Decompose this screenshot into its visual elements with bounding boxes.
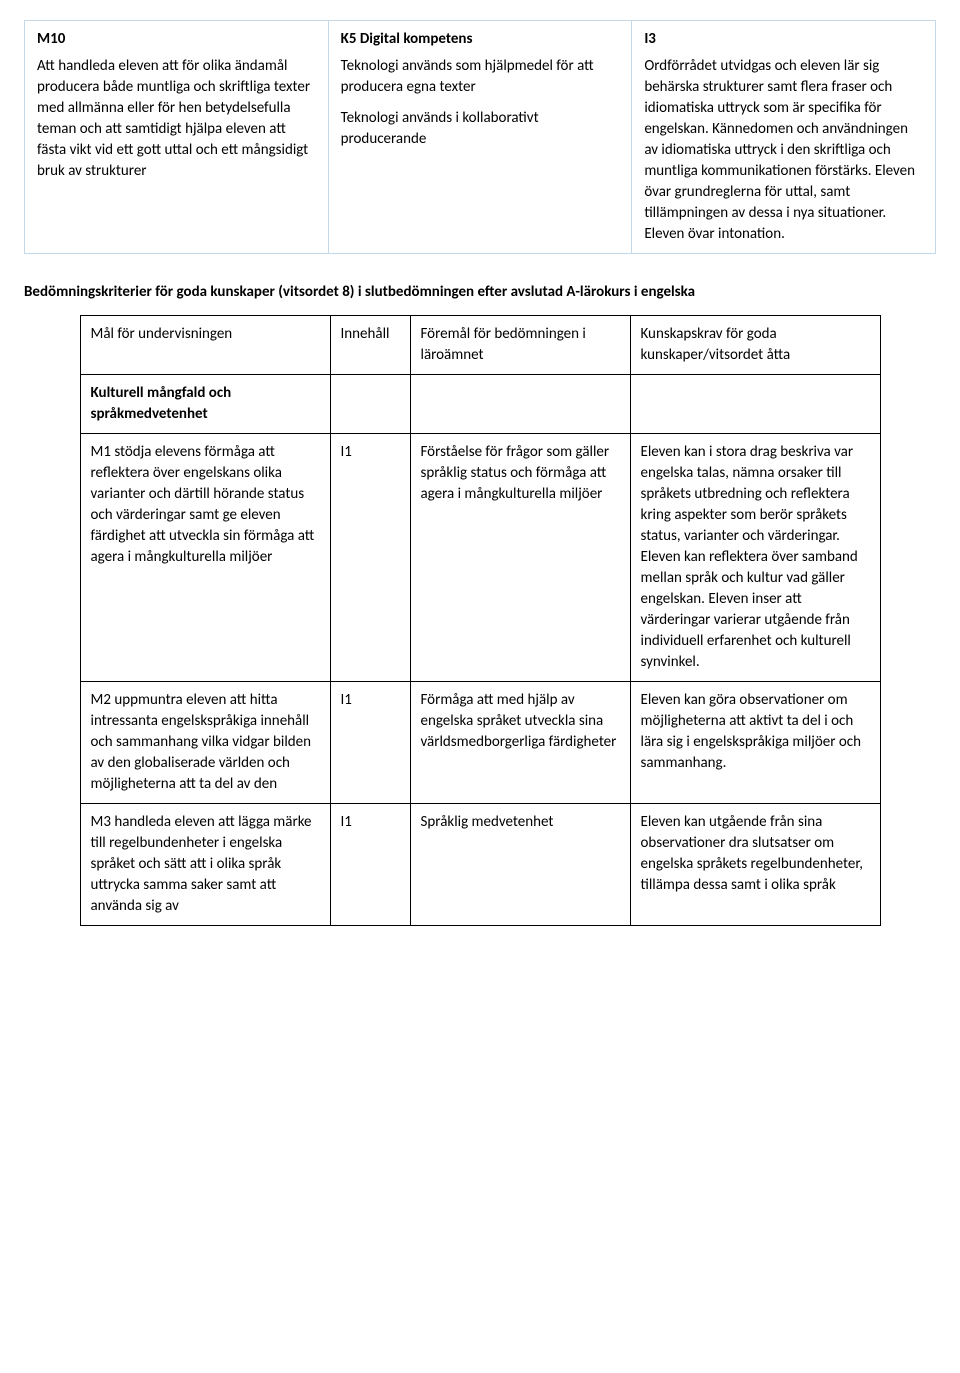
row2-c4: Eleven kan utgående från sina observatio…: [630, 804, 880, 926]
row0-c2: I1: [330, 434, 410, 682]
m10-heading: M10: [37, 29, 316, 50]
i3-heading: I3: [644, 29, 923, 50]
table-section-row: Kulturell mångfald och språkmedvetenhet: [80, 375, 880, 434]
header-c2: Innehåll: [330, 316, 410, 375]
row1-c2: I1: [330, 682, 410, 804]
row1-c1: M2 uppmuntra eleven att hitta intressant…: [80, 682, 330, 804]
section-c3: [410, 375, 630, 434]
row2-c3: Språklig medvetenhet: [410, 804, 630, 926]
row0-c1: M1 stödja elevens förmåga att reflektera…: [80, 434, 330, 682]
table-header-row: Mål för undervisningen Innehåll Föremål …: [80, 316, 880, 375]
top-col-k5: K5 Digital kompetens Teknologi används s…: [328, 21, 632, 254]
section-c2: [330, 375, 410, 434]
header-c1: Mål för undervisningen: [80, 316, 330, 375]
top-col-i3: I3 Ordförrådet utvidgas och eleven lär s…: [632, 21, 936, 254]
table-row: M2 uppmuntra eleven att hitta intressant…: [80, 682, 880, 804]
row1-c4: Eleven kan göra observationer om möjligh…: [630, 682, 880, 804]
section-title: Bedömningskriterier för goda kunskaper (…: [24, 282, 936, 303]
header-c3: Föremål för bedömningen i läroämnet: [410, 316, 630, 375]
row1-c3: Förmåga att med hjälp av engelska språke…: [410, 682, 630, 804]
top-col-m10: M10 Att handleda eleven att för olika än…: [25, 21, 329, 254]
i3-body: Ordförrådet utvidgas och eleven lär sig …: [644, 56, 923, 245]
k5-p2: Teknologi används i kollaborativt produc…: [341, 108, 620, 150]
section-c1: Kulturell mångfald och språkmedvetenhet: [80, 375, 330, 434]
k5-heading: K5 Digital kompetens: [341, 29, 620, 50]
table-row: M3 handleda eleven att lägga märke till …: [80, 804, 880, 926]
row0-c3: Förståelse för frågor som gäller språkli…: [410, 434, 630, 682]
m10-body: Att handleda eleven att för olika ändamå…: [37, 56, 316, 182]
row2-c2: I1: [330, 804, 410, 926]
row2-c1: M3 handleda eleven att lägga märke till …: [80, 804, 330, 926]
criteria-table: Mål för undervisningen Innehåll Föremål …: [80, 315, 881, 926]
row0-c4: Eleven kan i stora drag beskriva var eng…: [630, 434, 880, 682]
k5-p1: Teknologi används som hjälpmedel för att…: [341, 56, 620, 98]
table-row: M1 stödja elevens förmåga att reflektera…: [80, 434, 880, 682]
top-objectives-table: M10 Att handleda eleven att för olika än…: [24, 20, 936, 254]
header-c4: Kunskapskrav för goda kunskaper/vitsorde…: [630, 316, 880, 375]
section-c4: [630, 375, 880, 434]
